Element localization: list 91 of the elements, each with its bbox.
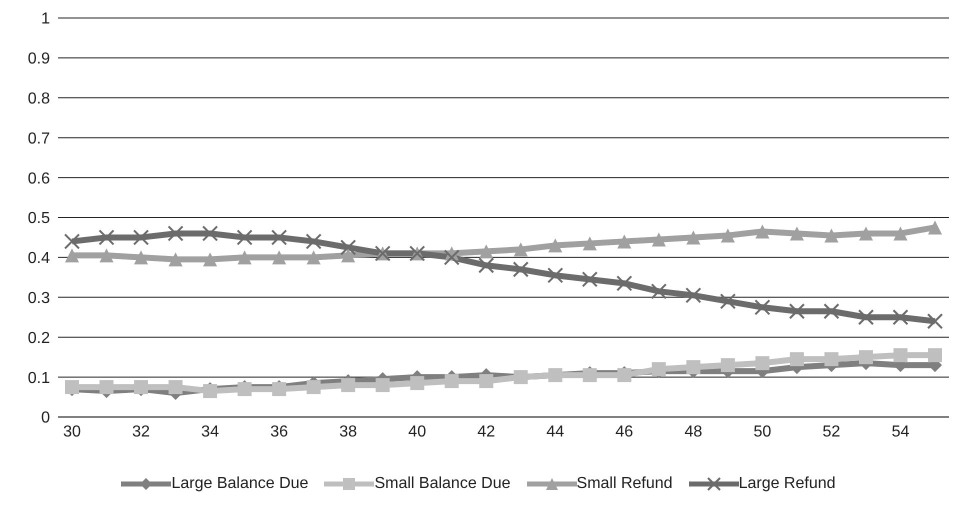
x-tick-label: 38 [339, 423, 358, 440]
x-tick-label: 44 [546, 423, 564, 440]
point [754, 299, 770, 316]
x-tick-label: 34 [201, 423, 220, 440]
y-tick-label: 0 [41, 410, 50, 427]
point [306, 380, 321, 394]
point [824, 352, 838, 366]
point [928, 220, 942, 234]
legend-label: Small Balance Due [374, 475, 511, 493]
point [928, 348, 942, 362]
point [616, 275, 632, 292]
point [858, 309, 874, 326]
point [685, 287, 702, 304]
point [341, 378, 356, 392]
x-tick-label: 54 [892, 423, 910, 440]
point [306, 250, 321, 264]
point [582, 236, 597, 250]
y-tick-label: 0.7 [28, 130, 50, 148]
point [376, 378, 390, 392]
point [650, 283, 667, 300]
point [858, 226, 873, 240]
point [892, 309, 908, 326]
x-tick-label: 40 [408, 423, 426, 440]
y-tick-label: 0.6 [28, 170, 50, 188]
point [548, 238, 562, 252]
x-tick-label: 42 [477, 423, 496, 440]
point [788, 303, 805, 320]
point [100, 248, 114, 262]
point [893, 226, 908, 240]
point [272, 250, 286, 264]
y-tick-label: 0.8 [28, 90, 50, 108]
x-tick-label: 30 [63, 423, 81, 440]
point [720, 358, 735, 372]
x-tick-label: 50 [754, 423, 772, 440]
y-tick-label: 0.5 [28, 210, 50, 228]
legend-label: Small Refund [576, 475, 673, 493]
point [858, 350, 873, 364]
y-tick-label: 0.1 [28, 370, 50, 387]
point [306, 233, 322, 250]
point [100, 380, 114, 394]
point [168, 380, 183, 394]
y-tick-label: 0.3 [28, 290, 50, 307]
point [444, 374, 459, 388]
point [64, 233, 80, 250]
point [790, 352, 804, 366]
point [514, 242, 528, 256]
point [617, 234, 632, 248]
legend-label: Large Refund [738, 475, 836, 493]
point [341, 248, 356, 262]
point [479, 244, 494, 258]
point [823, 303, 840, 320]
point [168, 252, 183, 266]
point [755, 356, 770, 370]
point [203, 252, 218, 266]
point [755, 224, 770, 238]
point [238, 250, 252, 264]
x-tick-label: 52 [822, 423, 840, 440]
point [478, 257, 494, 274]
x-tick-label: 36 [270, 423, 288, 440]
point [479, 374, 494, 388]
point [98, 229, 115, 246]
point [927, 313, 943, 330]
x-tick-label: 46 [615, 423, 634, 440]
x-tick-label: 48 [684, 423, 702, 440]
point [582, 271, 598, 288]
point [133, 229, 150, 246]
point [444, 249, 460, 266]
x-tick-label: 32 [132, 423, 150, 440]
point [271, 229, 288, 246]
point [686, 360, 700, 374]
y-tick-label: 0.2 [28, 330, 50, 347]
point [134, 250, 148, 264]
point [720, 228, 735, 242]
y-tick-label: 0.9 [28, 50, 50, 68]
point [652, 232, 666, 246]
point [720, 293, 736, 310]
y-tick-label: 1 [41, 10, 50, 28]
point [168, 225, 184, 242]
point [202, 225, 218, 242]
point [236, 229, 253, 246]
point [790, 226, 804, 240]
y-tick-label: 0.4 [28, 250, 50, 268]
point [410, 376, 424, 390]
point [686, 230, 700, 244]
point [824, 228, 838, 242]
point [512, 261, 529, 278]
point [65, 248, 79, 262]
point [893, 348, 908, 362]
legend-label: Large Balance Due [171, 475, 308, 493]
point [340, 239, 356, 256]
point [547, 267, 564, 284]
